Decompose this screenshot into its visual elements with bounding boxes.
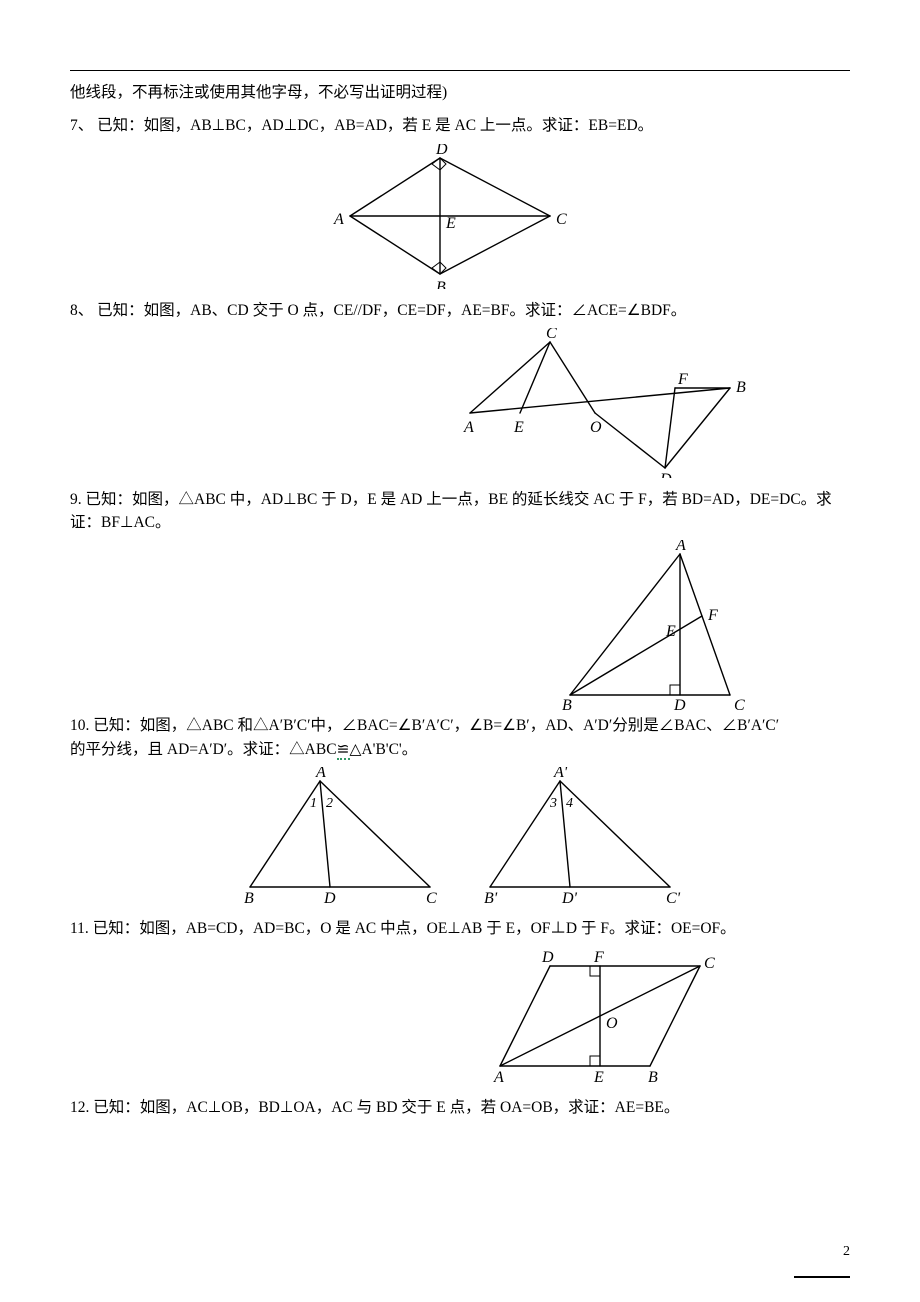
svg-text:O: O (590, 419, 602, 436)
svg-text:E: E (665, 623, 676, 640)
page-number: 2 (843, 1241, 850, 1262)
svg-text:C: C (546, 328, 557, 342)
svg-text:C: C (734, 697, 745, 710)
svg-text:3: 3 (549, 796, 557, 811)
svg-text:E: E (445, 215, 456, 232)
svg-text:B: B (562, 697, 572, 710)
svg-text:B: B (648, 1069, 658, 1086)
problem-9-text: 已知：如图，△ABC 中，AD⊥BC 于 D，E 是 AD 上一点，BE 的延长… (70, 491, 832, 531)
svg-text:E: E (513, 419, 524, 436)
problem-10-label: 10. (70, 717, 89, 734)
svg-text:B: B (436, 279, 446, 289)
problem-11: 11. 已知：如图，AB=CD，AD=BC，O 是 AC 中点，OE⊥AB 于 … (70, 917, 850, 940)
svg-text:A': A' (553, 767, 568, 781)
svg-text:B': B' (484, 890, 498, 907)
svg-text:A: A (333, 211, 344, 228)
problem-10-text-a: 已知：如图，△ABC 和△A′B′C′中，∠BAC=∠B′A′C′，∠B=∠B′… (93, 717, 779, 734)
svg-text:A: A (463, 419, 474, 436)
problem-12-text: 已知：如图，AC⊥OB，BD⊥OA，AC 与 BD 交于 E 点，若 OA=OB… (93, 1099, 679, 1116)
problem-10: 10. 已知：如图，△ABC 和△A′B′C′中，∠BAC=∠B′A′C′，∠B… (70, 714, 850, 761)
problem-11-label: 11. (70, 920, 89, 937)
svg-text:C: C (556, 211, 567, 228)
svg-text:F: F (707, 607, 718, 624)
svg-text:D: D (673, 697, 686, 710)
problem-9: 9. 已知：如图，△ABC 中，AD⊥BC 于 D，E 是 AD 上一点，BE … (70, 488, 850, 535)
svg-text:E: E (593, 1069, 604, 1086)
svg-text:D: D (541, 949, 554, 966)
svg-text:F: F (593, 949, 604, 966)
svg-text:A: A (493, 1069, 504, 1086)
svg-text:D: D (435, 144, 448, 158)
page-number-rule (794, 1276, 850, 1278)
figure-10: A B D C 12 A' B' D' C' 34 (230, 767, 690, 907)
problem-12: 12. 已知：如图，AC⊥OB，BD⊥OA，AC 与 BD 交于 E 点，若 O… (70, 1096, 850, 1119)
svg-text:B: B (244, 890, 254, 907)
svg-text:C: C (704, 955, 715, 972)
svg-text:D: D (659, 471, 672, 478)
svg-text:D': D' (561, 890, 578, 907)
svg-text:4: 4 (566, 796, 573, 811)
problem-7-text: 已知：如图，AB⊥BC，AD⊥DC，AB=AD，若 E 是 AC 上一点。求证：… (97, 117, 653, 134)
svg-text:O: O (606, 1015, 618, 1032)
svg-text:C: C (426, 890, 437, 907)
svg-text:1: 1 (310, 796, 317, 811)
svg-text:A: A (675, 540, 686, 554)
problem-7-label: 7、 (70, 117, 93, 134)
figure-9: A B C D E F (550, 540, 750, 710)
problem-8-text: 已知：如图，AB、CD 交于 O 点，CE//DF，CE=DF，AE=BF。求证… (97, 302, 686, 319)
problem-11-text: 已知：如图，AB=CD，AD=BC，O 是 AC 中点，OE⊥AB 于 E，OF… (93, 920, 736, 937)
svg-text:A: A (315, 767, 326, 781)
problem-10-text-b: 的平分线，且 AD=A′D′。求证：△ABC≌△A'B'C'。 (70, 741, 417, 760)
svg-text:F: F (677, 371, 688, 388)
svg-text:2: 2 (326, 796, 333, 811)
figure-8: A E O F B C D (450, 328, 770, 478)
figure-7: A B C D E (320, 144, 600, 289)
figure-11: A B C D O E F (470, 946, 730, 1086)
svg-text:D: D (323, 890, 336, 907)
svg-text:B: B (736, 379, 746, 396)
top-rule (70, 70, 850, 71)
problem-8: 8、 已知：如图，AB、CD 交于 O 点，CE//DF，CE=DF，AE=BF… (70, 299, 850, 322)
top-fragment: 他线段，不再标注或使用其他字母，不必写出证明过程) (70, 81, 850, 104)
problem-8-label: 8、 (70, 302, 93, 319)
problem-7: 7、 已知：如图，AB⊥BC，AD⊥DC，AB=AD，若 E 是 AC 上一点。… (70, 114, 850, 137)
problem-12-label: 12. (70, 1099, 89, 1116)
page: 他线段，不再标注或使用其他字母，不必写出证明过程) 7、 已知：如图，AB⊥BC… (0, 0, 920, 1302)
problem-9-label: 9. (70, 491, 82, 508)
svg-text:C': C' (666, 890, 681, 907)
